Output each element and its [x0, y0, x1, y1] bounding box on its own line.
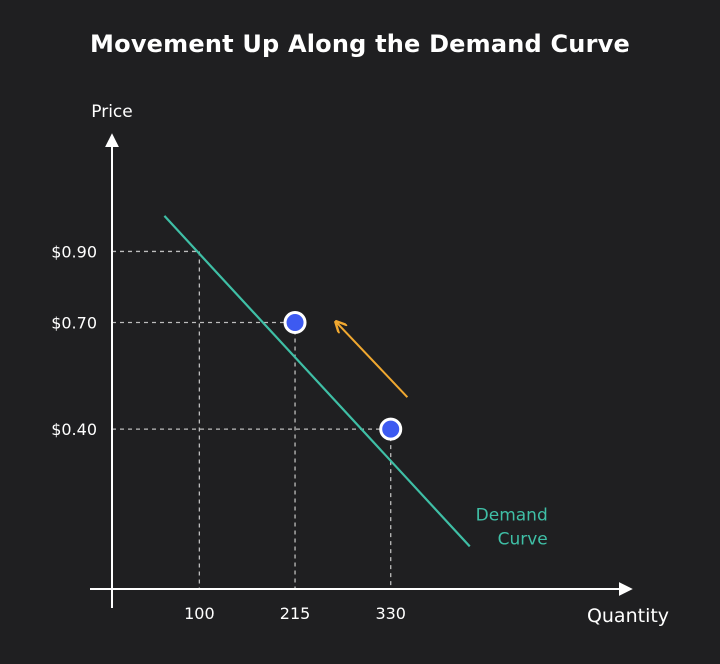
- x-axis-label: Quantity: [587, 605, 669, 627]
- y-axis-label: Price: [91, 102, 132, 122]
- demand-curve-line: [163, 215, 471, 548]
- demand-curve-label-line-1: Curve: [498, 529, 548, 549]
- y-tick-label-0: $0.90: [51, 242, 97, 261]
- movement-arrow: [337, 323, 409, 398]
- chart-title: Movement Up Along the Demand Curve: [90, 30, 630, 58]
- demand-curve-label-line-0: Demand: [476, 505, 548, 525]
- data-point-0: [283, 311, 307, 335]
- x-tick-label-2: 330: [375, 604, 406, 623]
- y-tick-label-1: $0.70: [51, 314, 97, 333]
- data-point-1: [379, 417, 403, 441]
- y-tick-label-2: $0.40: [51, 420, 97, 439]
- x-tick-label-0: 100: [184, 604, 215, 623]
- x-tick-label-1: 215: [280, 604, 311, 623]
